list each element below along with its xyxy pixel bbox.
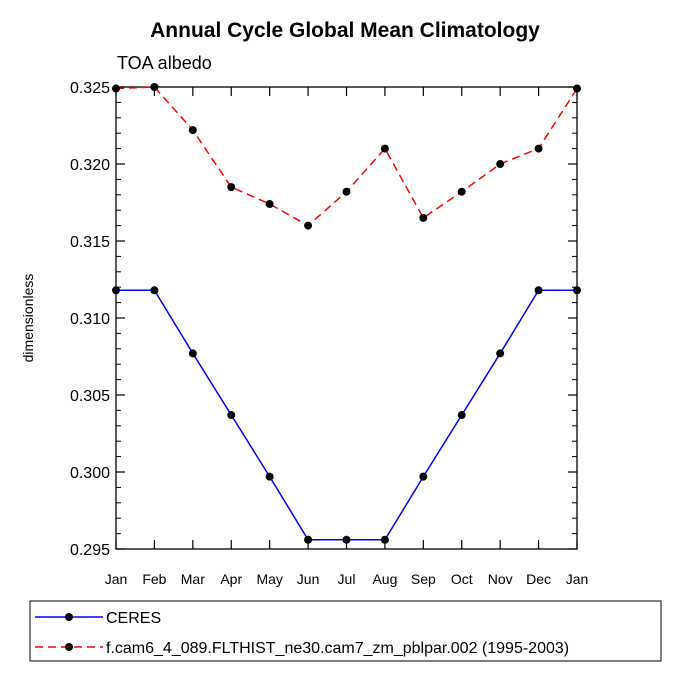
y-tick-label: 0.315 <box>70 234 110 251</box>
data-point <box>573 286 581 295</box>
y-axis-label: dimensionless <box>20 274 36 363</box>
data-point <box>150 286 159 295</box>
data-point <box>265 472 274 481</box>
data-point <box>265 200 274 209</box>
data-point <box>457 411 466 420</box>
data-point <box>419 213 428 222</box>
data-point <box>457 187 466 196</box>
data-point <box>573 84 581 93</box>
x-tick-label: Aug <box>372 571 397 587</box>
data-point <box>188 126 197 135</box>
x-tick-label: May <box>256 571 282 587</box>
series-0 <box>112 286 581 544</box>
legend: CERES f.cam6_4_089.FLTHIST_ne30.cam7_zm_p… <box>29 600 662 662</box>
series-layer <box>112 83 581 544</box>
plot-frame <box>115 86 578 550</box>
x-tick-label: Jul <box>338 571 356 587</box>
x-tick-label: Sep <box>411 571 436 587</box>
x-tick-label: Jan <box>566 571 589 587</box>
data-point <box>227 183 236 192</box>
data-point <box>304 221 313 230</box>
data-point <box>380 535 389 544</box>
y-tick-label: 0.295 <box>70 542 110 559</box>
data-point <box>534 286 543 295</box>
data-point <box>380 144 389 153</box>
legend-marker <box>65 643 73 651</box>
x-tick-label: Nov <box>488 571 513 587</box>
data-point <box>304 535 313 544</box>
y-tick-label: 0.310 <box>70 311 110 328</box>
data-point <box>227 411 236 420</box>
series-1 <box>112 83 581 230</box>
data-point <box>496 349 505 358</box>
x-tick-label: Oct <box>451 571 473 587</box>
legend-label: f.cam6_4_089.FLTHIST_ne30.cam7_zm_pblpar… <box>106 640 569 657</box>
x-tick-label: Feb <box>142 571 166 587</box>
data-point <box>342 535 351 544</box>
data-point <box>188 349 197 358</box>
x-tick-label: Mar <box>181 571 205 587</box>
chart-subtitle: TOA albedo <box>117 53 212 73</box>
x-tick-label: Dec <box>526 571 551 587</box>
x-tick-label: Apr <box>220 571 242 587</box>
legend-marker <box>65 613 73 621</box>
data-point <box>150 83 159 91</box>
legend-box <box>29 600 662 662</box>
data-point <box>342 187 351 196</box>
axes: 0.295 0.300 0.305 0.310 0.315 0.320 0.325 Jan Fe… <box>70 80 588 587</box>
data-point <box>112 286 120 295</box>
data-point <box>112 84 120 93</box>
y-tick-label: 0.300 <box>70 465 110 482</box>
data-point <box>496 160 505 168</box>
chart-title: Annual Cycle Global Mean Climatology <box>150 19 540 42</box>
data-point <box>419 472 428 481</box>
y-tick-label: 0.325 <box>70 80 110 97</box>
y-tick-label: 0.305 <box>70 388 110 405</box>
series-line <box>115 86 578 227</box>
series-line <box>116 289 577 541</box>
x-tick-label: Jan <box>105 571 128 587</box>
x-tick-label: Jun <box>297 571 320 587</box>
data-point <box>534 144 543 153</box>
y-tick-label: 0.320 <box>70 157 110 174</box>
legend-label: CERES <box>106 610 161 627</box>
